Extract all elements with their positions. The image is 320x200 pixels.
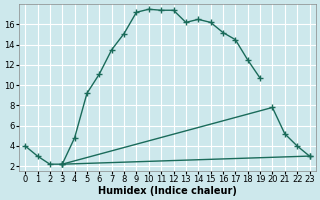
X-axis label: Humidex (Indice chaleur): Humidex (Indice chaleur) <box>98 186 237 196</box>
